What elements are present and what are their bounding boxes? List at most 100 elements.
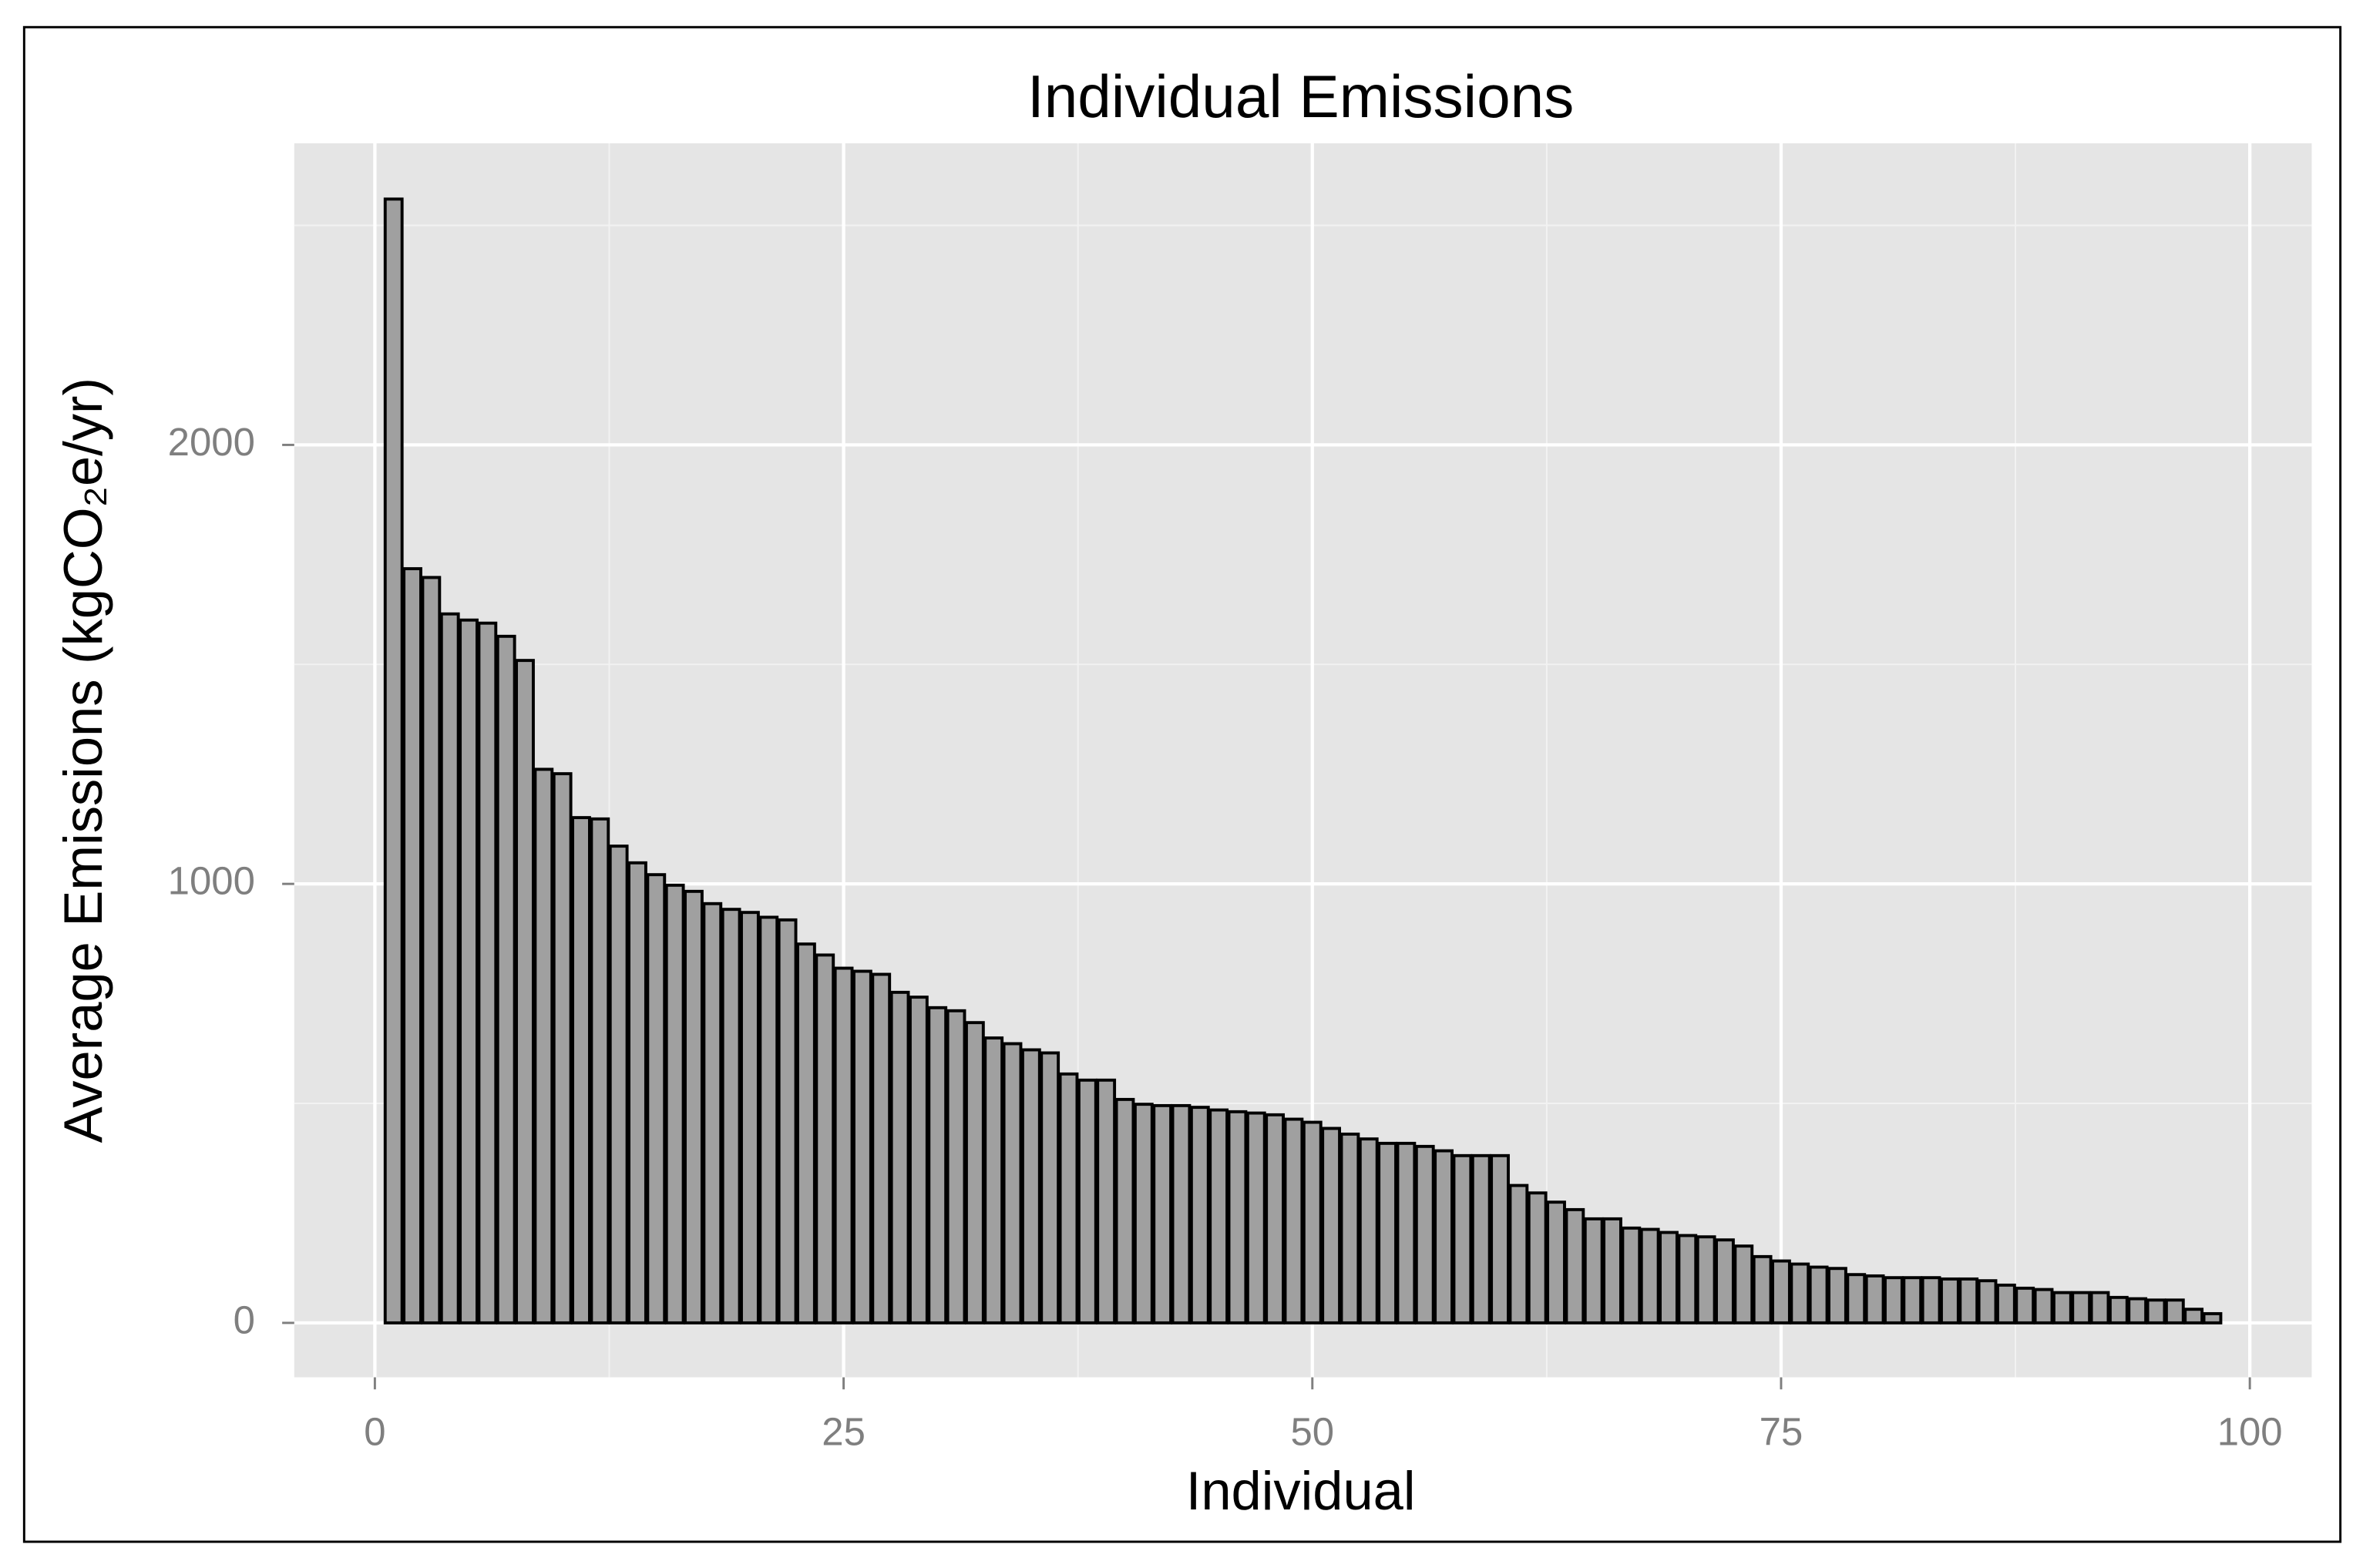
bar xyxy=(1921,1276,1941,1325)
bar xyxy=(646,873,667,1325)
bar xyxy=(1940,1277,1960,1325)
bar xyxy=(402,567,422,1325)
bar xyxy=(1583,1217,1604,1325)
bar xyxy=(1339,1132,1360,1325)
bar xyxy=(664,883,685,1325)
bar xyxy=(1790,1262,1810,1325)
bar xyxy=(1827,1267,1847,1325)
bar xyxy=(871,972,892,1325)
bar xyxy=(852,969,872,1325)
bar xyxy=(1490,1153,1510,1325)
bar xyxy=(1434,1149,1454,1325)
bar xyxy=(421,576,442,1325)
bar xyxy=(571,816,591,1325)
bar xyxy=(889,990,910,1325)
bar xyxy=(1771,1259,1791,1325)
bar xyxy=(1152,1103,1173,1325)
bar xyxy=(627,861,647,1325)
bar xyxy=(459,618,479,1325)
bar xyxy=(1396,1141,1417,1325)
chart-title: Individual Emissions xyxy=(1027,62,1574,130)
bar xyxy=(777,918,798,1325)
bar xyxy=(515,659,535,1325)
bar xyxy=(383,197,404,1325)
bar xyxy=(1189,1106,1210,1325)
bar xyxy=(1808,1265,1829,1325)
bar xyxy=(1133,1103,1154,1325)
x-tick-label: 100 xyxy=(2217,1409,2283,1453)
bar xyxy=(2052,1291,2072,1325)
bar xyxy=(927,1006,948,1325)
bar xyxy=(2033,1288,2054,1325)
bar xyxy=(1245,1111,1266,1325)
bar xyxy=(1696,1235,1716,1325)
bar xyxy=(2202,1311,2223,1325)
bar xyxy=(2127,1297,2148,1325)
bar xyxy=(1265,1113,1286,1325)
bar xyxy=(1565,1207,1585,1325)
bar xyxy=(533,767,554,1325)
bar xyxy=(1040,1051,1060,1325)
y-axis-title: Average Emissions (kgCO₂e/yr) xyxy=(52,378,113,1143)
bar xyxy=(1171,1103,1192,1325)
bar xyxy=(1077,1078,1097,1325)
bar xyxy=(477,621,498,1325)
bar xyxy=(1977,1279,1998,1325)
bar xyxy=(1358,1137,1379,1325)
bar xyxy=(1471,1153,1491,1325)
bar xyxy=(1527,1191,1548,1325)
bar xyxy=(1752,1254,1773,1325)
bar xyxy=(702,902,723,1325)
bar xyxy=(1227,1110,1248,1325)
bar xyxy=(2108,1295,2129,1325)
bar xyxy=(2183,1308,2204,1325)
bar xyxy=(1715,1238,1735,1325)
bar xyxy=(1902,1276,1923,1325)
bar xyxy=(2146,1298,2166,1325)
bar xyxy=(1302,1120,1323,1325)
bar xyxy=(1377,1141,1397,1325)
y-tick-label: 0 xyxy=(234,1298,255,1341)
x-tick-label: 75 xyxy=(1760,1409,1803,1453)
y-tick-label: 2000 xyxy=(168,420,255,464)
x-axis-title: Individual xyxy=(1186,1460,1416,1521)
bar xyxy=(2164,1298,2185,1325)
bar xyxy=(1733,1244,1754,1325)
bar xyxy=(964,1021,985,1325)
bar xyxy=(1058,1072,1079,1325)
x-tick-label: 0 xyxy=(364,1409,385,1453)
bar xyxy=(1958,1277,1979,1325)
bar xyxy=(1508,1184,1529,1325)
bar xyxy=(1846,1273,1867,1325)
bar xyxy=(1321,1126,1342,1325)
bar xyxy=(833,966,854,1325)
bar xyxy=(552,772,573,1325)
bar xyxy=(590,817,610,1325)
bar xyxy=(1602,1217,1622,1325)
bar xyxy=(1659,1231,1679,1325)
x-tick-label: 25 xyxy=(822,1409,866,1453)
y-tick-label: 1000 xyxy=(168,859,255,903)
bar xyxy=(1002,1042,1023,1325)
bar xyxy=(608,844,629,1325)
bar xyxy=(1995,1283,2016,1325)
bar xyxy=(1621,1226,1642,1325)
bar xyxy=(815,953,835,1325)
bar xyxy=(908,996,929,1325)
bar xyxy=(758,915,779,1325)
bar xyxy=(796,942,816,1325)
bar xyxy=(983,1036,1004,1325)
bar xyxy=(496,634,516,1325)
bar xyxy=(684,889,704,1325)
bar xyxy=(1864,1274,1885,1325)
bar xyxy=(946,1009,966,1325)
bar xyxy=(2071,1291,2092,1325)
bar xyxy=(1639,1227,1660,1325)
bar xyxy=(1414,1144,1435,1325)
bar xyxy=(740,911,760,1325)
bar xyxy=(1677,1234,1698,1325)
bar xyxy=(1884,1276,1904,1325)
bar xyxy=(1546,1200,1566,1325)
